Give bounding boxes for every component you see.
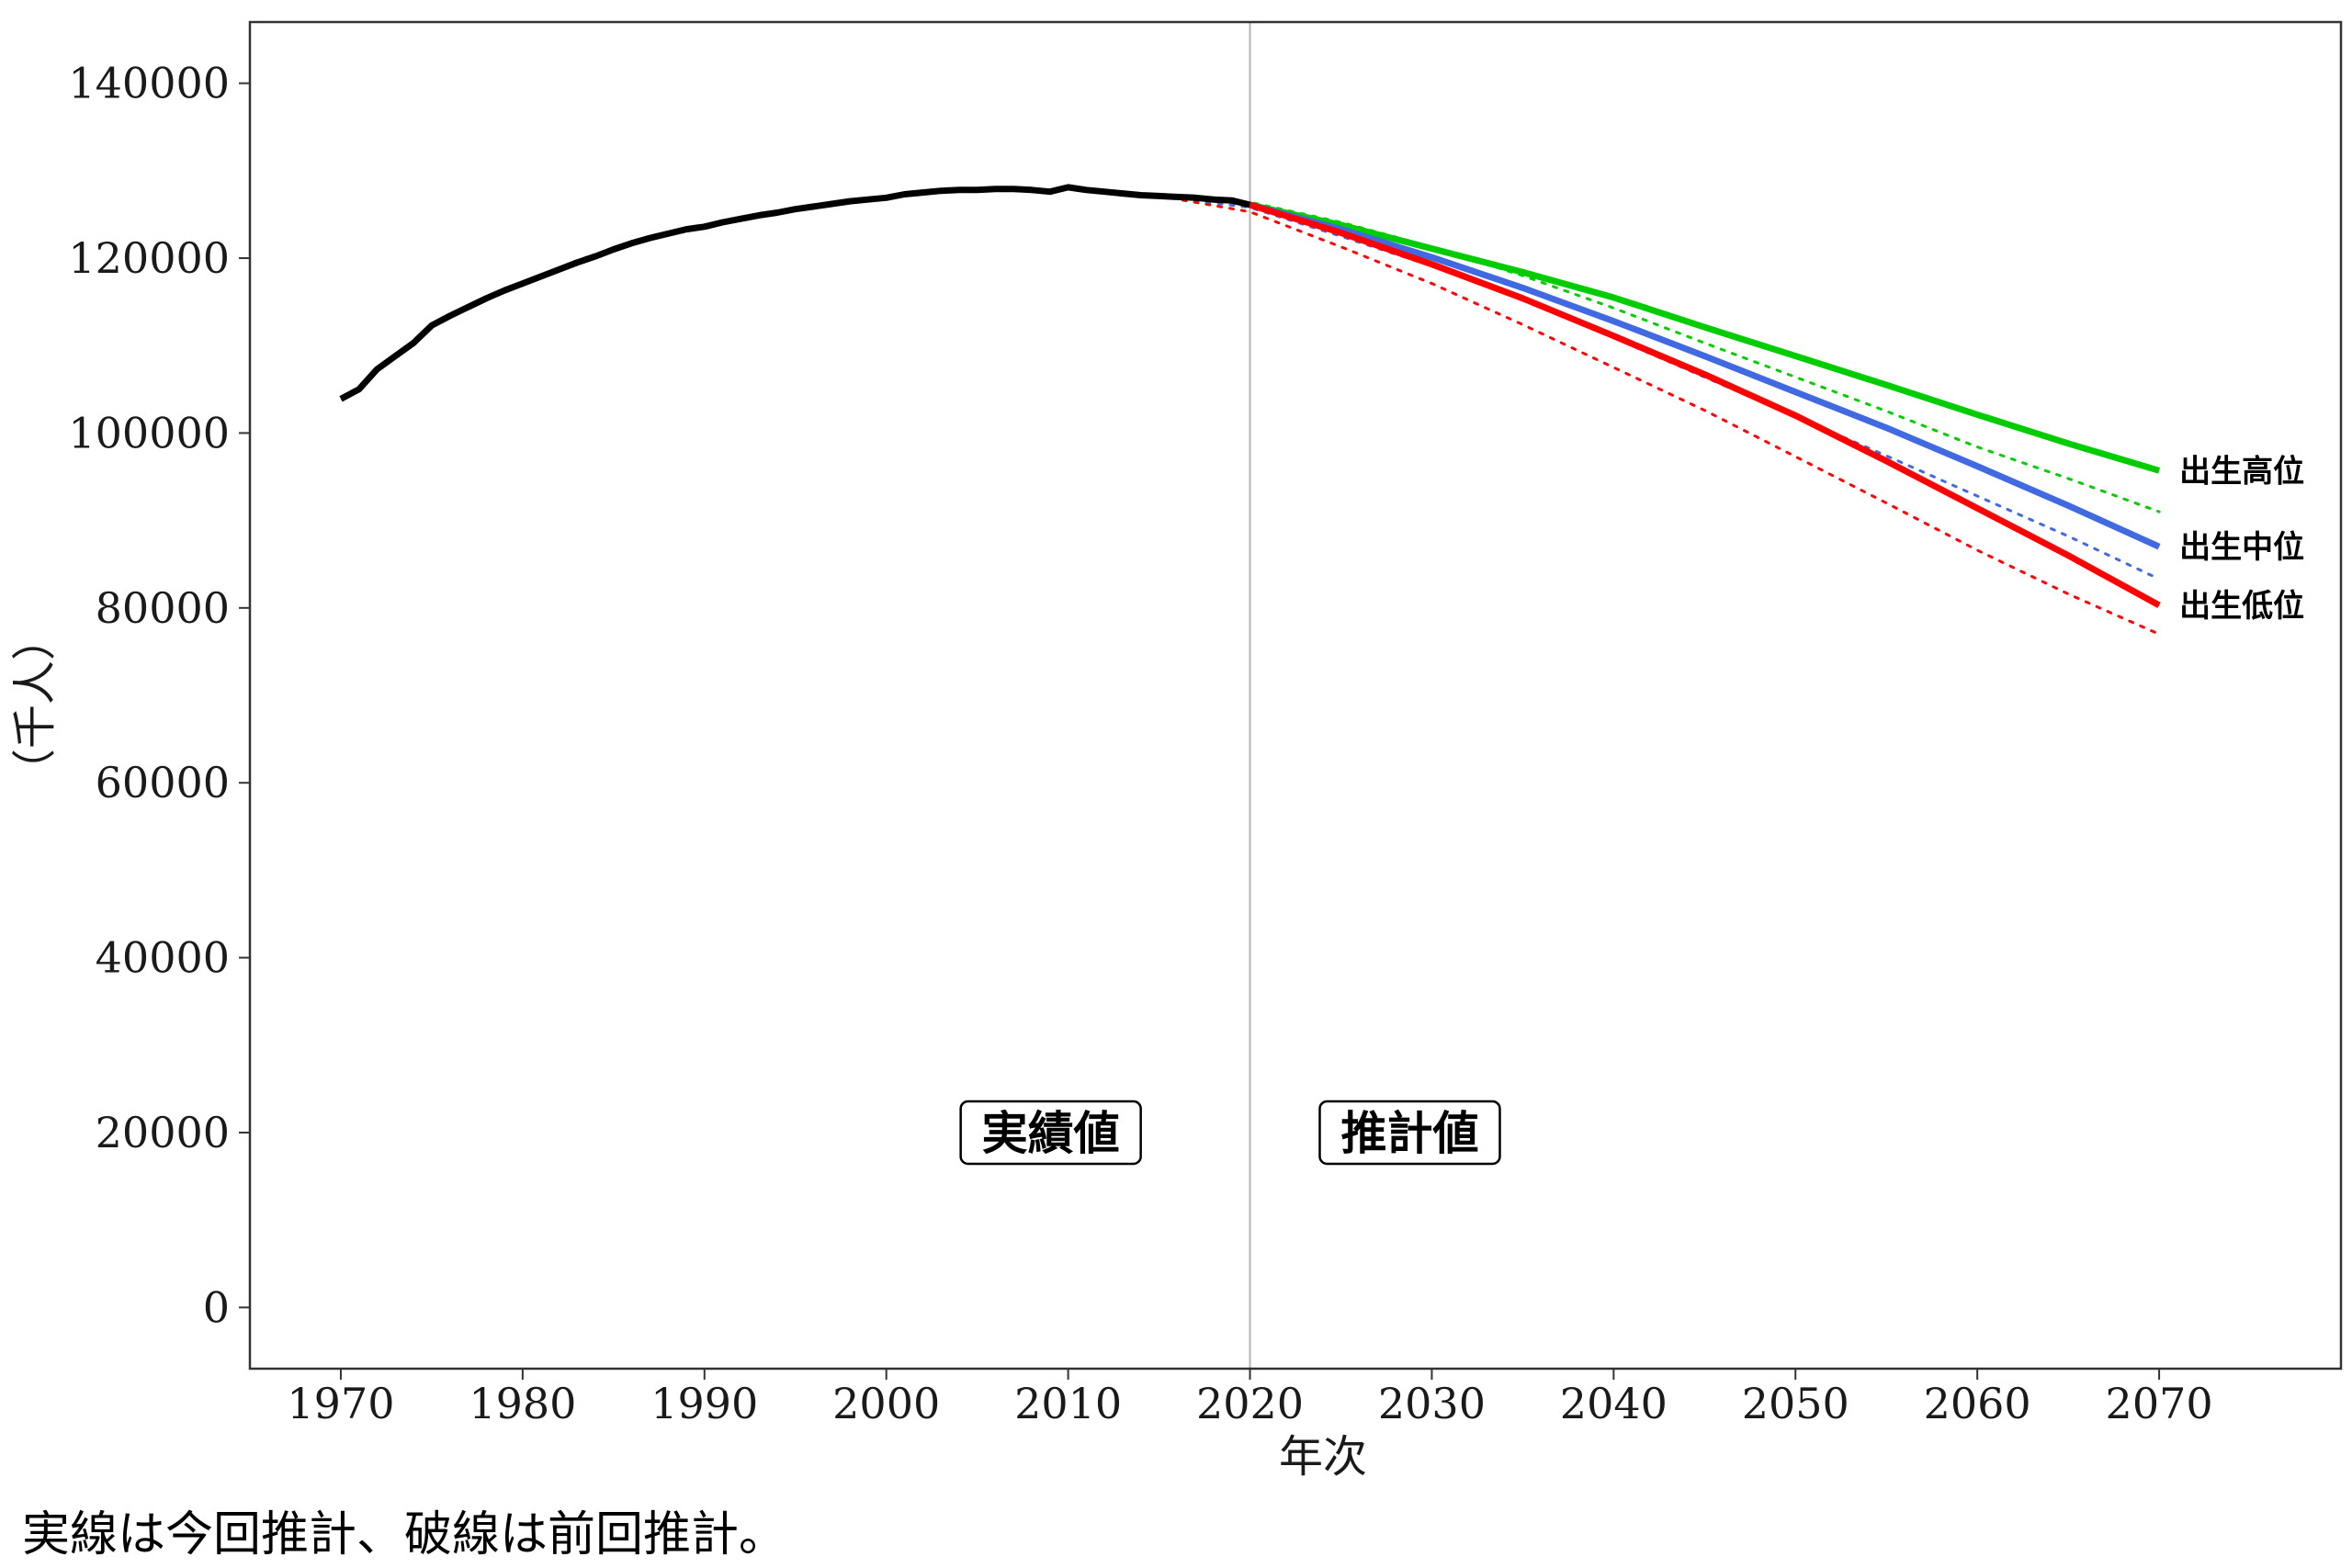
current-projection-line [1249,201,2161,550]
y-tick-label: 0 [203,1282,230,1332]
series-label: 出生中位 [2179,529,2304,566]
y-tick-label: 20000 [96,1108,230,1157]
y-tick-label: 40000 [96,933,230,983]
y-tick-label: 80000 [96,583,230,633]
series-label: 出生低位 [2179,588,2304,625]
x-tick-label: 2000 [832,1379,940,1428]
x-tick-label: 1980 [469,1379,576,1428]
x-tick-label: 2060 [1924,1379,2031,1428]
x-tick-label: 1970 [287,1379,394,1428]
plot-frame [248,20,2343,1371]
actual-line [339,184,1251,402]
x-tick-label: 2070 [2106,1379,2213,1428]
series-label: 出生高位 [2179,453,2304,490]
x-tick-label: 2030 [1378,1379,1486,1428]
chart-caption: 実線は今回推計、破線は前回推計。 [22,1507,787,1562]
annotation-label: 推計値 [1340,1107,1478,1160]
x-tick-label: 2040 [1560,1379,1668,1428]
y-axis-title: （千人） [9,616,61,793]
x-tick-label: 2010 [1014,1379,1122,1428]
annotation-box [1318,1100,1501,1166]
current-projection-line [1249,201,2161,474]
current-projection-line [1249,201,2161,608]
x-tick-label: 2050 [1742,1379,1849,1428]
x-tick-label: 1990 [650,1379,758,1428]
previous-projection-line [1158,194,2161,636]
y-tick-label: 100000 [68,408,230,457]
annotation-label: 実績値 [982,1107,1120,1160]
annotation-box [959,1100,1142,1166]
x-tick-label: 2020 [1196,1379,1304,1428]
y-tick-label: 60000 [96,758,230,807]
x-axis-title: 年次 [1279,1431,1367,1483]
y-tick-label: 120000 [68,233,230,283]
y-tick-label: 140000 [68,59,230,108]
